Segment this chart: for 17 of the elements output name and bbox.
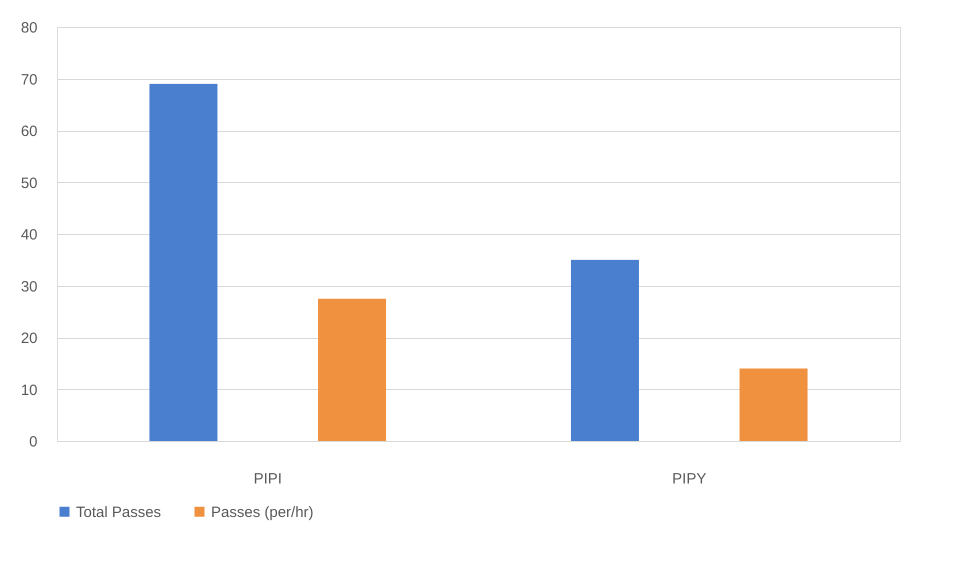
bar [149,84,218,441]
y-tick-label: 40 [20,226,38,244]
y-tick-label: 0 [29,434,38,450]
x-tick-label: PIPY [672,470,706,488]
legend-label: Passes (per/hr) [211,504,314,521]
bar [740,368,808,441]
y-tick-label: 50 [20,174,38,192]
y-tick-label: 60 [20,123,38,140]
y-tick-label: 20 [20,330,38,347]
x-tick-label: PIPI [254,470,282,488]
bar [318,298,386,441]
bar [570,260,639,441]
y-tick-label: 80 [20,20,38,36]
y-tick-label: 10 [20,382,38,399]
legend-label: Total Passes [76,504,162,521]
y-tick-label: 70 [20,71,38,88]
y-tick-label: 30 [20,278,38,296]
